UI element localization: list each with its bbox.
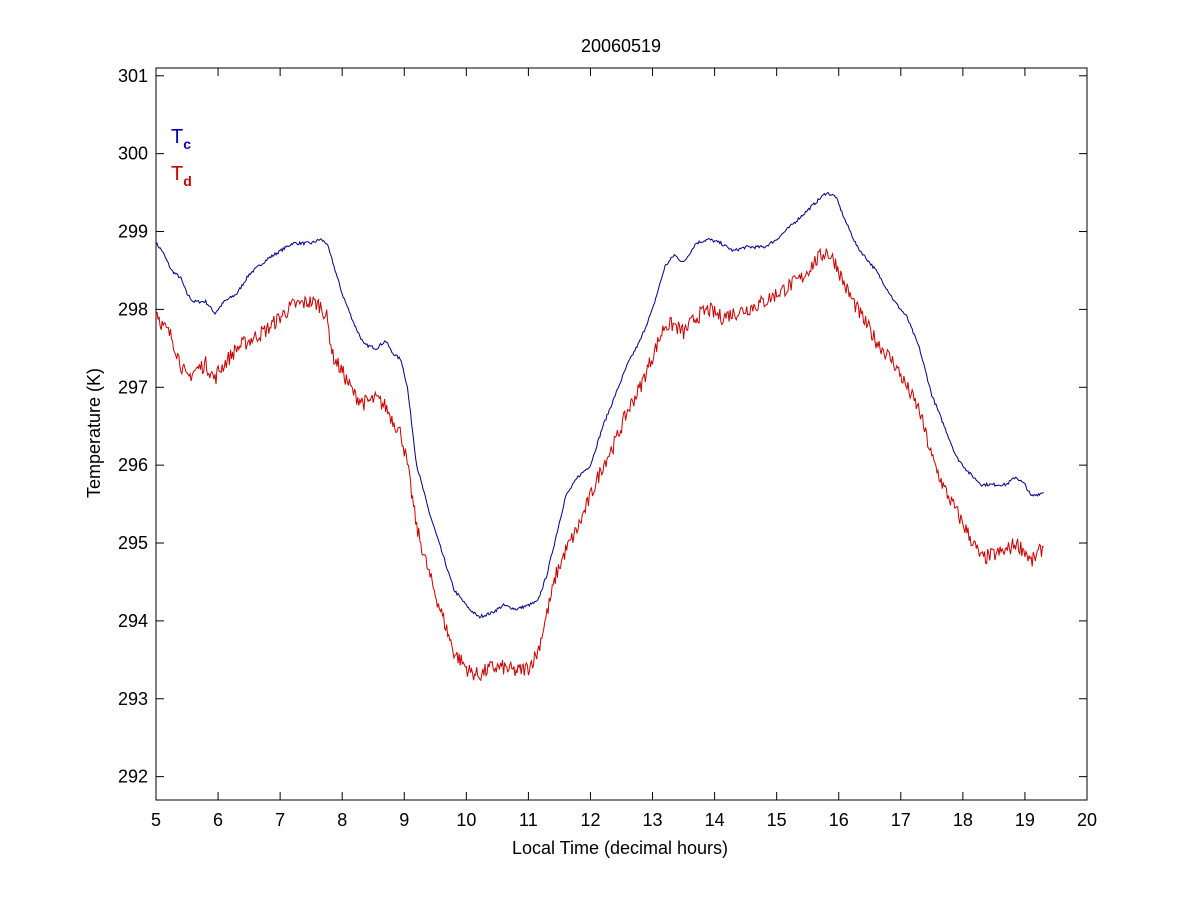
legend-tc-sub: c [183,136,191,152]
x-tick-label: 16 [829,810,849,830]
y-tick-label: 292 [118,767,148,787]
axis-ticks: 5 6 7 8 9 10 11 12 13 14 15 16 17 18 19 20 292 293 294 295 2… [118,66,1097,830]
x-tick-label: 8 [337,810,347,830]
legend-entry-td: Td [171,163,192,189]
y-tick-label: 300 [118,144,148,164]
plot-area [155,67,1088,801]
y-axis-label: Temperature (K) [84,368,104,498]
legend: Tc Td [171,126,192,189]
y-tick-label: 296 [118,455,148,475]
x-tick-label: 5 [151,810,161,830]
chart-title: 20060519 [581,36,661,56]
x-tick-label: 10 [456,810,476,830]
series-line-tc [155,192,1044,619]
legend-td-main: T [171,163,183,185]
y-tick-label: 301 [118,66,148,86]
legend-td-sub: d [183,173,192,189]
x-tick-label: 18 [953,810,973,830]
x-tick-label: 7 [275,810,285,830]
x-tick-label: 19 [1015,810,1035,830]
y-tick-label: 293 [118,689,148,709]
x-tick-label: 13 [643,810,663,830]
x-axis-label: Local Time (decimal hours) [512,838,728,858]
y-tick-label: 294 [118,611,148,631]
x-tick-label: 15 [767,810,787,830]
x-tick-label: 9 [399,810,409,830]
series-lines [155,192,1044,682]
x-tick-label: 14 [705,810,725,830]
series-line-td [155,247,1044,682]
y-tick-label: 297 [118,377,148,397]
x-tick-label: 12 [580,810,600,830]
legend-tc-main: T [171,126,183,148]
y-tick-label: 299 [118,222,148,242]
legend-entry-tc: Tc [171,126,191,152]
y-tick-label: 298 [118,299,148,319]
x-tick-label: 20 [1077,810,1097,830]
x-tick-label: 6 [213,810,223,830]
y-tick-label: 295 [118,533,148,553]
x-tick-label: 11 [519,810,538,830]
x-tick-label: 17 [891,810,911,830]
